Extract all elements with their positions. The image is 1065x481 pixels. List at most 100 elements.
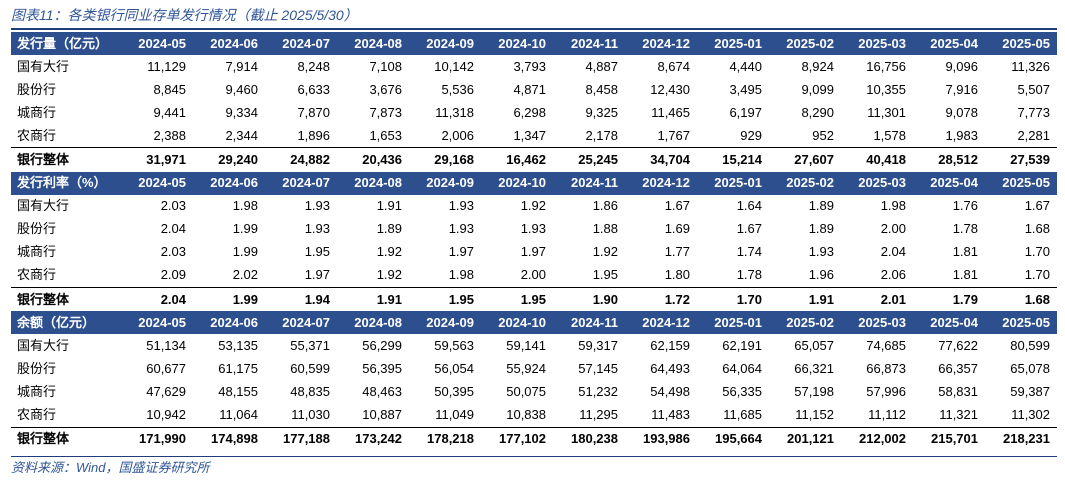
value-cell: 1.93 xyxy=(520,221,546,237)
value-cell: 215,701 xyxy=(913,426,985,451)
value-cell: 1,767 xyxy=(657,127,690,143)
table-row: 城商行 9,441 9,334 7,870 7,873 11,318 6,298 9,325 1… xyxy=(11,101,1057,124)
month-header: 2025-03 xyxy=(841,32,913,56)
month-header: 2024-06 xyxy=(193,311,265,335)
value-cell: 56,395 xyxy=(362,360,402,376)
row-label: 农商行 xyxy=(17,127,57,143)
value-cell: 2,178 xyxy=(585,127,618,143)
value-cell: 177,188 xyxy=(265,426,337,451)
value-cell: 2.02 xyxy=(232,267,258,283)
month-header: 2024-11 xyxy=(553,171,625,195)
month-header: 2024-07 xyxy=(265,171,337,195)
value-cell: 7,873 xyxy=(369,104,402,120)
total-row: 银行整体 31,971 29,240 24,882 20,436 29,168 16,462… xyxy=(11,147,1057,172)
value-cell: 7,914 xyxy=(225,58,258,74)
value-cell: 66,357 xyxy=(938,360,978,376)
value-cell: 6,298 xyxy=(513,104,546,120)
value-cell: 193,986 xyxy=(625,426,697,451)
month-header: 2025-02 xyxy=(769,311,841,335)
value-cell: 9,334 xyxy=(225,104,258,120)
value-cell: 178,218 xyxy=(409,426,481,451)
value-cell: 1.93 xyxy=(808,244,834,260)
month-header: 2024-10 xyxy=(481,171,553,195)
total-row: 银行整体 171,990 174,898 177,188 173,242 178,218 1… xyxy=(11,426,1057,451)
table-row: 农商行 2,388 2,344 1,896 1,653 2,006 1,347 2,178 1,… xyxy=(11,124,1057,148)
value-cell: 1.96 xyxy=(808,267,834,283)
value-cell: 62,159 xyxy=(650,337,690,353)
value-cell: 2,281 xyxy=(1017,127,1050,143)
value-cell: 174,898 xyxy=(193,426,265,451)
value-cell: 1.88 xyxy=(592,221,618,237)
value-cell: 28,512 xyxy=(913,147,985,172)
value-cell: 1.94 xyxy=(265,287,337,312)
value-cell: 11,685 xyxy=(723,407,762,423)
value-cell: 57,145 xyxy=(578,360,618,376)
value-cell: 24,882 xyxy=(265,147,337,172)
value-cell: 1.67 xyxy=(736,221,762,237)
value-cell: 929 xyxy=(740,127,762,143)
month-header: 2025-04 xyxy=(913,171,985,195)
value-cell: 11,318 xyxy=(435,104,474,120)
row-label: 股份行 xyxy=(17,360,57,376)
value-cell: 11,064 xyxy=(219,407,258,423)
value-cell: 4,871 xyxy=(513,81,546,97)
row-label: 国有大行 xyxy=(17,337,70,353)
value-cell: 1.97 xyxy=(448,244,474,260)
value-cell: 2.09 xyxy=(160,267,186,283)
value-cell: 6,633 xyxy=(297,81,330,97)
row-label: 国有大行 xyxy=(17,198,70,214)
value-cell: 60,677 xyxy=(146,360,186,376)
value-cell: 55,371 xyxy=(290,337,330,353)
row-label: 银行整体 xyxy=(11,426,121,451)
month-header: 2025-01 xyxy=(697,171,769,195)
value-cell: 1.97 xyxy=(520,244,546,260)
table-row: 城商行 2.03 1.99 1.95 1.92 1.97 1.97 1.92 1.77 1.74 1… xyxy=(11,241,1057,264)
value-cell: 8,248 xyxy=(297,58,330,74)
value-cell: 1.68 xyxy=(1024,221,1050,237)
value-cell: 3,676 xyxy=(369,81,402,97)
value-cell: 3,495 xyxy=(729,81,762,97)
source-note: 资料来源：Wind，国盛证券研究所 xyxy=(11,460,210,475)
value-cell: 8,458 xyxy=(585,81,618,97)
value-cell: 60,599 xyxy=(290,360,330,376)
value-cell: 80,599 xyxy=(1010,337,1050,353)
value-cell: 31,971 xyxy=(121,147,193,172)
month-header: 2024-10 xyxy=(481,311,553,335)
section-header-label: 发行利率（%） xyxy=(11,171,121,195)
value-cell: 1,653 xyxy=(369,127,402,143)
value-cell: 2.04 xyxy=(160,221,186,237)
value-cell: 4,440 xyxy=(729,58,762,74)
value-cell: 15,214 xyxy=(697,147,769,172)
value-cell: 1.89 xyxy=(808,221,834,237)
value-cell: 1.93 xyxy=(448,221,474,237)
value-cell: 48,463 xyxy=(362,383,402,399)
month-header: 2025-05 xyxy=(985,32,1057,56)
value-cell: 7,916 xyxy=(945,81,978,97)
value-cell: 1.67 xyxy=(1024,198,1050,214)
value-cell: 201,121 xyxy=(769,426,841,451)
section-header-label: 发行量（亿元） xyxy=(11,32,121,56)
value-cell: 1.93 xyxy=(304,198,330,214)
row-label: 股份行 xyxy=(17,221,57,237)
value-cell: 50,395 xyxy=(434,383,474,399)
value-cell: 59,387 xyxy=(1010,383,1050,399)
value-cell: 1.92 xyxy=(520,198,546,214)
value-cell: 7,108 xyxy=(369,58,402,74)
month-header: 2024-07 xyxy=(265,32,337,56)
value-cell: 57,996 xyxy=(866,383,906,399)
value-cell: 952 xyxy=(812,127,834,143)
row-label: 股份行 xyxy=(17,81,57,97)
value-cell: 1.80 xyxy=(664,267,690,283)
value-cell: 11,129 xyxy=(147,58,186,74)
value-cell: 8,674 xyxy=(657,58,690,74)
month-header: 2024-12 xyxy=(625,32,697,56)
value-cell: 1.79 xyxy=(913,287,985,312)
value-cell: 1.74 xyxy=(736,244,762,260)
month-header: 2024-06 xyxy=(193,171,265,195)
value-cell: 9,460 xyxy=(225,81,258,97)
value-cell: 1.95 xyxy=(304,244,330,260)
value-cell: 1.98 xyxy=(448,267,474,283)
value-cell: 1.70 xyxy=(1024,244,1050,260)
value-cell: 1.91 xyxy=(337,287,409,312)
value-cell: 1,578 xyxy=(873,127,906,143)
